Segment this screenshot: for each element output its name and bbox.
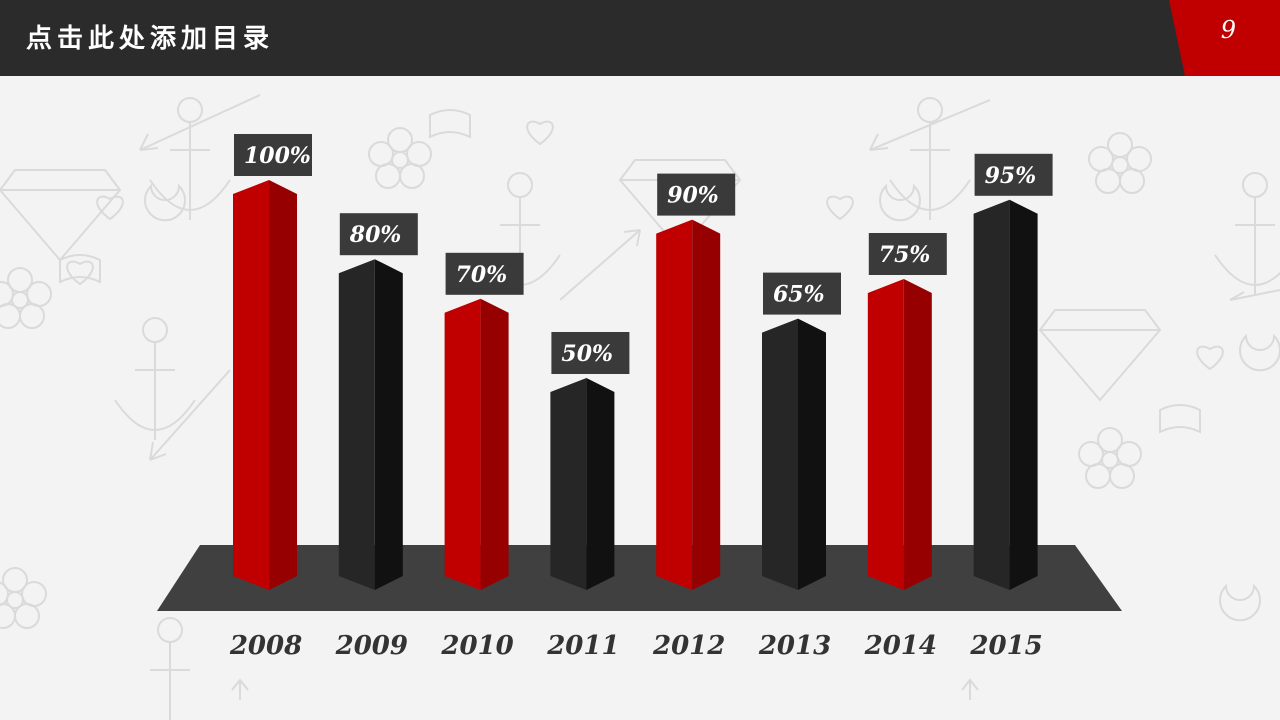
value-label-text: 65% <box>773 282 825 308</box>
moon-icon <box>879 183 921 222</box>
value-label-2008: 100% <box>234 134 312 176</box>
bar-2012 <box>656 219 721 590</box>
arrow-icon <box>1229 289 1280 301</box>
value-label-2013: 65% <box>763 272 841 315</box>
bar-2009 <box>338 259 403 590</box>
moon-icon <box>144 183 186 222</box>
tick-label-2012: 2012 <box>652 631 725 661</box>
moon-icon <box>1219 583 1261 622</box>
bar-side-face <box>1009 199 1038 591</box>
value-label-text: 70% <box>456 262 508 288</box>
tick-label-2015: 2015 <box>969 631 1042 661</box>
bar-front-face <box>550 378 587 590</box>
flower-icon <box>368 127 432 189</box>
bar-2011 <box>550 378 615 590</box>
bar-front-face <box>656 219 693 590</box>
tick-label-2008: 2008 <box>229 631 302 661</box>
tick-label-2009: 2009 <box>335 631 408 661</box>
page-number: 9 <box>1220 16 1236 44</box>
value-label-box <box>868 233 947 275</box>
flag-icon <box>429 109 471 139</box>
value-label-text: 75% <box>879 242 931 268</box>
flag-icon <box>59 254 101 284</box>
heart-icon <box>526 120 554 146</box>
bar-side-face <box>374 259 403 590</box>
flag-icon <box>1159 404 1201 434</box>
tick-label-2014: 2014 <box>864 631 937 661</box>
bar-side-face <box>798 318 826 590</box>
flower-icon <box>0 567 47 629</box>
value-label-2011: 50% <box>551 332 630 374</box>
arrow-icon <box>139 94 261 151</box>
anchor-icon <box>889 97 971 220</box>
arrow-icon <box>559 229 641 301</box>
anchor-icon <box>114 317 196 440</box>
heart-icon <box>1196 345 1224 371</box>
diamond-icon <box>0 169 122 262</box>
anchor-icon <box>1214 172 1280 295</box>
flower-icon <box>0 267 52 329</box>
value-label-2009: 80% <box>339 213 418 256</box>
value-label-text: 90% <box>667 183 719 209</box>
bar-side-face <box>480 298 509 590</box>
value-label-2014: 75% <box>868 233 947 275</box>
value-label-box <box>763 272 841 315</box>
bar-front-face <box>444 298 481 590</box>
flower-icon <box>1088 132 1152 194</box>
bar-side-face <box>586 378 615 590</box>
arrow-icon <box>149 369 231 461</box>
bar-2015 <box>973 199 1038 591</box>
anchor-icon <box>149 97 231 220</box>
flower-icon <box>1078 427 1142 489</box>
heart-icon <box>96 195 124 221</box>
diamond-icon <box>1038 309 1162 402</box>
bar-2013 <box>762 318 826 590</box>
value-label-text: 50% <box>561 341 613 367</box>
page-badge <box>1169 0 1280 76</box>
tick-label-2010: 2010 <box>440 631 513 661</box>
bar-front-face <box>973 199 1010 591</box>
bar-2008 <box>233 180 297 590</box>
bar-front-face <box>338 259 375 590</box>
bar-side-face <box>269 180 297 590</box>
bar-front-face <box>762 318 798 590</box>
arrow-icon <box>869 99 991 151</box>
tick-label-2013: 2013 <box>758 631 831 661</box>
bar-2014 <box>867 279 932 590</box>
heart-icon <box>66 260 94 286</box>
value-label-text: 95% <box>985 163 1037 189</box>
bar-front-face <box>867 279 904 590</box>
page-title: 点击此处添加目录 <box>26 24 275 54</box>
value-label-2012: 90% <box>657 173 736 216</box>
value-label-2015: 95% <box>974 153 1053 196</box>
value-label-box <box>445 252 524 295</box>
value-label-text: 100% <box>244 143 311 169</box>
value-label-text: 80% <box>349 222 402 248</box>
header-bar: 点击此处添加目录 9 <box>0 0 1280 76</box>
value-label-box <box>551 332 630 374</box>
heart-icon <box>826 195 854 221</box>
value-label-box <box>657 173 736 216</box>
arrow-icon <box>231 678 249 700</box>
bar-2010 <box>444 298 509 590</box>
bar-side-face <box>692 219 721 590</box>
bar-chart: 100% 80% 70% 50% 90% 65% 75% 95% 2008 2009 2010 20… <box>157 134 1122 661</box>
value-label-box <box>234 134 312 176</box>
value-label-2010: 70% <box>445 252 524 295</box>
bar-front-face <box>233 180 269 590</box>
bar-side-face <box>903 279 932 590</box>
tick-label-2011: 2011 <box>546 631 619 661</box>
value-label-box <box>974 153 1053 196</box>
arrow-icon <box>961 678 979 700</box>
anchor-icon <box>150 617 190 720</box>
value-label-box <box>339 213 418 256</box>
